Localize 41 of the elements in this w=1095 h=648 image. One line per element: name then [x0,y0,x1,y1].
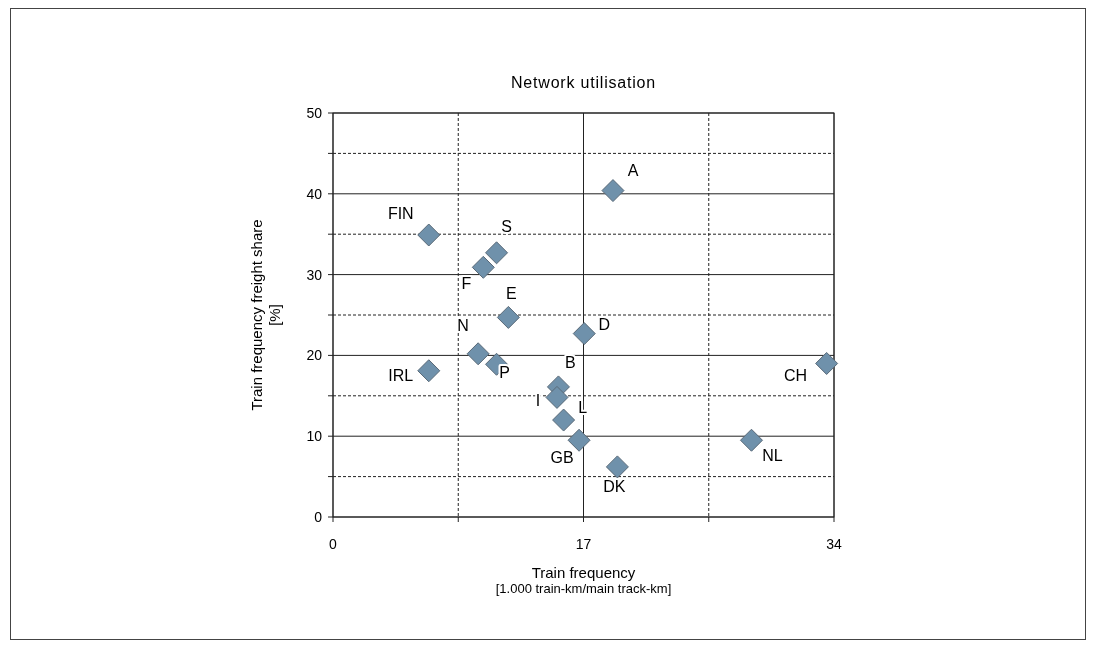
annotation: GB [550,448,574,466]
y-tick-label: 50 [306,105,323,121]
point [471,255,495,279]
y-tick-label: 40 [306,185,323,202]
annotation: DK [603,478,626,496]
y-tick-label: 0 [314,509,323,525]
point [466,342,490,366]
annotation: I [535,391,541,409]
y-tick-label: 10 [306,428,323,445]
annotation: P [499,363,510,381]
point [567,428,591,452]
point [485,241,509,265]
point [417,223,441,247]
y-axis-title: Train frequency freight share [%] [248,219,283,411]
point [605,455,629,479]
y-tick-label: 30 [306,266,323,283]
annotation: B [565,354,576,372]
point [815,351,839,375]
annotation: FIN [387,204,414,222]
annotation: D [598,316,611,334]
annotation: CH [784,366,808,384]
point [572,322,596,346]
x-tick-label: 34 [826,536,842,552]
point [601,179,625,203]
chart-title: Network utilisation [510,74,657,91]
annotation: IRL [388,367,414,385]
point [552,408,576,432]
point [739,428,763,452]
point [545,385,569,409]
point [496,305,520,329]
annotation: NL [762,446,783,464]
annotation: A [627,162,639,180]
annotation: E [506,284,517,302]
x-axis-title: Train frequency [1.000 train-km/main track-km] [495,564,672,596]
point [417,359,441,383]
x-tick-label: 17 [575,536,592,552]
x-tick-label: 0 [329,536,338,552]
annotation: S [501,218,512,236]
annotation: N [457,317,469,335]
y-tick-label: 20 [306,347,323,364]
annotation: F [461,274,472,292]
